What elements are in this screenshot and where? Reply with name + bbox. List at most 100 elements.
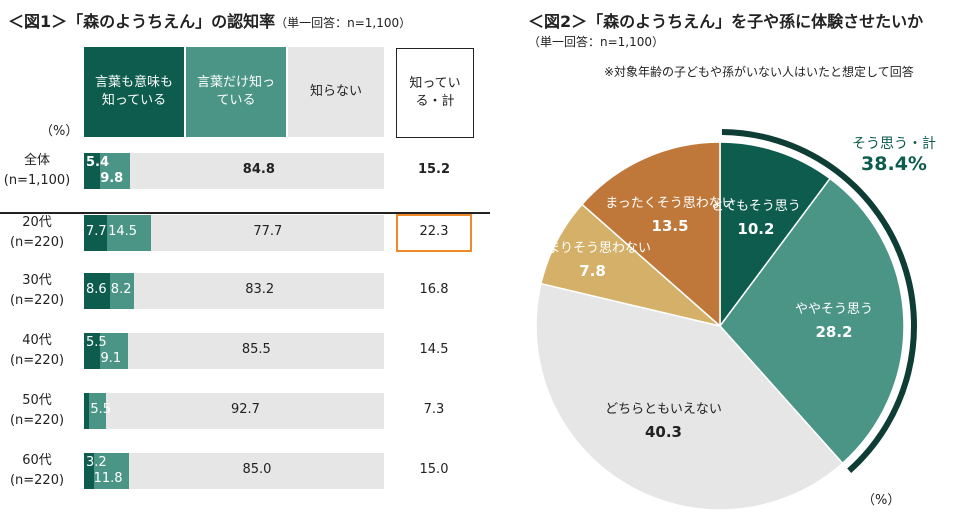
total-value: 14.5	[419, 342, 449, 357]
pie-slice-label: どちらともいえない 40.3	[605, 399, 722, 443]
row-label-line: (n=1,100)	[3, 173, 71, 188]
pie-slice	[535, 282, 844, 511]
stacked-bar	[84, 333, 384, 369]
fig2-total-label: そう思う・計	[852, 136, 936, 152]
row-label-line: 全体	[23, 153, 50, 168]
stacked-bar	[84, 453, 384, 489]
row-label: 50代 (n=220)	[0, 391, 74, 431]
pie-slice	[719, 141, 832, 329]
total-value: 16.8	[419, 282, 449, 297]
legend-total-label: 知っている・計	[409, 76, 461, 109]
bar-segment-1	[84, 273, 110, 309]
bar-segment-2	[89, 393, 106, 429]
legend-both: 言葉も意味も知っている	[84, 47, 184, 137]
bar-segment-1	[84, 153, 101, 189]
pie-slice-label: とてもそう思う 10.2	[711, 196, 801, 240]
legend-total: 知っている・計	[396, 48, 474, 138]
legend-word-only-label: 言葉だけ知っている	[196, 75, 275, 108]
pie-slice-label: ややそう思う 28.2	[795, 299, 873, 343]
pie-slice-label: まったくそう思わない 13.5	[605, 193, 734, 237]
pie-slice-name: ややそう思う	[794, 301, 873, 317]
total-value: 22.3	[419, 224, 449, 239]
data-label-word-only: 8.2	[110, 282, 132, 297]
fig2-total-callout: そう思う・計 38.4%	[852, 133, 936, 175]
pie-slice-value: 28.2	[815, 322, 853, 341]
data-label-both: 3.2	[86, 455, 107, 470]
bar-segment-3	[105, 393, 384, 429]
bar-segment-2	[100, 333, 128, 369]
row-label: 全体 (n=1,100)	[0, 151, 74, 191]
data-label-both: 8.6	[86, 282, 107, 297]
bar-segment-3	[128, 453, 384, 489]
fig1-title-text: ＜図1＞「森のようちえん」の認知率	[8, 12, 276, 31]
row-label-line: (n=220)	[9, 353, 65, 368]
data-label-word-only: 5.5	[90, 402, 112, 417]
legend-unknown: 知らない	[288, 47, 384, 137]
legend-unknown-label: 知らない	[309, 84, 362, 99]
total-value: 7.3	[423, 402, 445, 417]
bar-segment-3	[134, 273, 384, 309]
pie-slice-label: あまりそう思わない 7.8	[534, 238, 651, 282]
data-label-unknown: 77.7	[253, 224, 283, 239]
stacked-bar	[84, 215, 384, 251]
data-label-unknown: 84.8	[242, 162, 275, 177]
row-label-line: (n=220)	[9, 473, 65, 488]
legend-word-only: 言葉だけ知っている	[186, 47, 286, 137]
pie-slice-value: 40.3	[644, 422, 682, 441]
data-label-unknown: 85.0	[242, 462, 272, 477]
agree-total-arc	[721, 129, 917, 473]
bar-segment-3	[127, 333, 384, 369]
bar-segment-2	[107, 215, 151, 251]
fig1-subtitle: （単一回答：n=1,100）	[275, 16, 412, 30]
data-label-both: 7.7	[86, 224, 107, 239]
bar-segment-1	[84, 393, 90, 429]
data-label-unknown: 83.2	[245, 282, 275, 297]
row-label: 60代 (n=220)	[0, 451, 74, 491]
pie-slice-name: どちらともいえない	[605, 401, 722, 417]
row-label-line: 50代	[22, 393, 52, 408]
stacked-bar	[84, 153, 384, 189]
fig1-unit: （%）	[40, 124, 79, 139]
row-label-line: (n=220)	[9, 293, 65, 308]
pie-slice-name: とてもそう思う	[711, 198, 801, 214]
row-label-line: 40代	[22, 333, 52, 348]
pie-slice-name: あまりそう思わない	[534, 241, 652, 257]
fig2-note: ※対象年齢の子どもや孫がいない人はいたと想定して回答	[604, 65, 914, 79]
data-label-word-only: 11.8	[93, 471, 123, 486]
bar-segment-1	[84, 333, 101, 369]
data-label-both: 5.5	[86, 335, 107, 350]
highlight-box	[396, 214, 472, 252]
bar-segment-2	[93, 453, 129, 489]
row-label: 30代 (n=220)	[0, 271, 74, 311]
pie-slice-value: 10.2	[737, 219, 775, 238]
fig2-title: ＜図2＞「森のようちえん」を子や孫に体験させたいか	[528, 12, 924, 31]
total-value: 15.2	[417, 162, 451, 177]
row-label: 40代 (n=220)	[0, 331, 74, 371]
fig2-subtitle: （単一回答：n=1,100）	[528, 35, 665, 49]
row-label-line: (n=220)	[9, 235, 65, 250]
bar-segment-3	[150, 215, 384, 251]
legend-both-label: 言葉も意味も知っている	[94, 75, 173, 108]
data-label-word-only: 14.5	[108, 224, 138, 239]
bar-segment-2	[100, 153, 130, 189]
row-label: 20代 (n=220)	[0, 213, 74, 253]
fig2-total-value: 38.4%	[861, 153, 927, 175]
stacked-bar	[84, 273, 384, 309]
data-label-unknown: 92.7	[230, 402, 260, 417]
fig2-pie-chart	[535, 129, 917, 511]
pie-slice-value: 7.8	[579, 262, 606, 281]
pie-slice-name: まったくそう思わない	[605, 196, 735, 212]
row-label-line: 20代	[22, 215, 52, 230]
data-label-word-only: 9.1	[100, 351, 122, 366]
row-label-line: 60代	[22, 453, 52, 468]
fig2-unit: （%）	[862, 493, 901, 508]
bar-segment-2	[109, 273, 135, 309]
total-value: 15.0	[419, 462, 449, 477]
bar-segment-1	[84, 453, 94, 489]
data-label-unknown: 85.5	[241, 342, 271, 357]
fig1-title: ＜図1＞「森のようちえん」の認知率（単一回答：n=1,100）	[8, 8, 411, 32]
bar-segment-1	[84, 215, 108, 251]
pie-slice	[580, 141, 721, 328]
fig1-separator	[0, 212, 490, 214]
row-label-line: (n=220)	[9, 413, 65, 428]
